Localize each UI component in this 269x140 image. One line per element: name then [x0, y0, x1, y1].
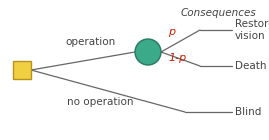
Text: Death: Death: [235, 61, 267, 71]
Circle shape: [135, 39, 161, 65]
Bar: [13, 61, 31, 79]
Text: Blind: Blind: [235, 107, 261, 117]
Text: 1-p: 1-p: [168, 53, 186, 63]
Text: Consequences: Consequences: [180, 8, 256, 18]
Text: p: p: [168, 27, 175, 37]
Text: operation: operation: [65, 37, 115, 47]
Text: no operation: no operation: [67, 97, 133, 107]
Text: Restored
vision: Restored vision: [235, 19, 269, 41]
